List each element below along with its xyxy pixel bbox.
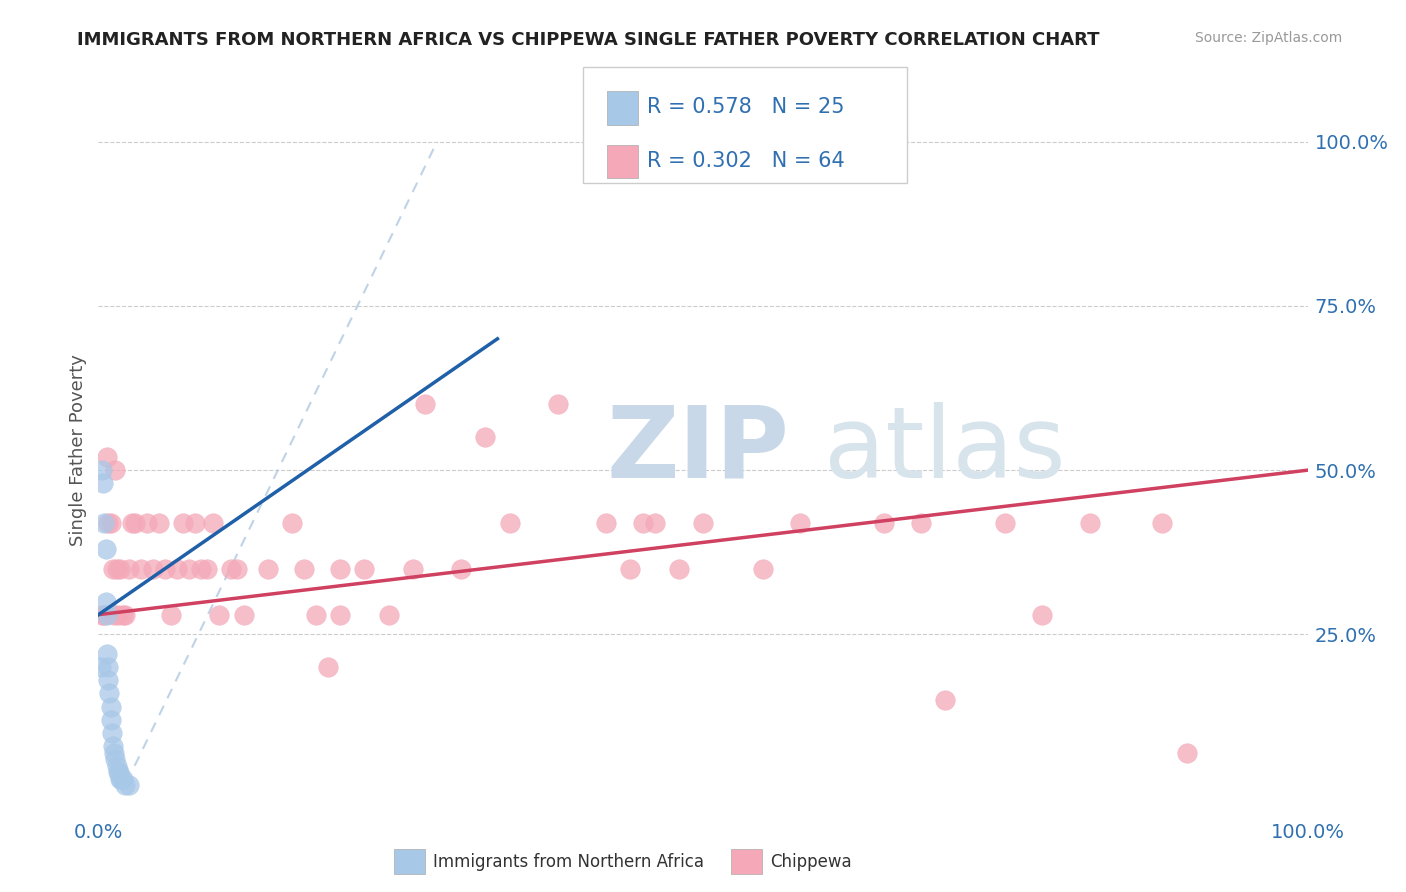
Point [108, 772, 131, 786]
Point [195, 562, 218, 576]
Point [179, 562, 201, 576]
Point [97, 673, 120, 688]
Point [96, 450, 118, 464]
Point [1078, 516, 1101, 530]
Point [107, 607, 129, 622]
Point [111, 607, 134, 622]
Point [595, 516, 617, 530]
Point [232, 607, 254, 622]
Point [91, 607, 114, 622]
Point [172, 516, 194, 530]
Point [1152, 516, 1174, 530]
Point [292, 562, 315, 576]
Point [135, 516, 157, 530]
Point [190, 562, 212, 576]
Point [111, 772, 134, 786]
Point [873, 516, 896, 530]
Point [108, 562, 131, 576]
Point [148, 516, 170, 530]
Point [96, 607, 118, 622]
Point [124, 516, 146, 530]
Point [1031, 607, 1053, 622]
Point [202, 516, 225, 530]
Point [100, 726, 122, 740]
Point [91, 463, 114, 477]
Point [474, 430, 496, 444]
Point [97, 660, 120, 674]
Point [208, 607, 231, 622]
Point [752, 562, 775, 576]
Text: Source: ZipAtlas.com: Source: ZipAtlas.com [1195, 31, 1343, 45]
Point [118, 562, 141, 576]
Point [105, 562, 128, 576]
Text: R = 0.578   N = 25: R = 0.578 N = 25 [647, 97, 844, 117]
Point [668, 562, 690, 576]
Point [107, 765, 129, 780]
Text: atlas: atlas [824, 402, 1066, 499]
Point [644, 516, 666, 530]
Point [97, 516, 120, 530]
Point [910, 516, 932, 530]
Point [91, 476, 114, 491]
Point [103, 746, 125, 760]
Point [121, 516, 143, 530]
Point [114, 779, 136, 793]
Point [619, 562, 641, 576]
Point [221, 562, 243, 576]
Point [94, 541, 117, 556]
Point [103, 607, 125, 622]
Point [547, 397, 569, 411]
Text: R = 0.302   N = 64: R = 0.302 N = 64 [647, 151, 845, 170]
Point [104, 463, 127, 477]
Point [104, 752, 127, 766]
Point [100, 699, 122, 714]
Point [329, 562, 352, 576]
Point [93, 607, 115, 622]
Point [96, 647, 118, 661]
Point [101, 562, 124, 576]
Y-axis label: Single Father Poverty: Single Father Poverty [69, 354, 87, 547]
Point [256, 562, 278, 576]
Point [108, 765, 131, 780]
Point [994, 516, 1017, 530]
Point [789, 516, 811, 530]
Point [90, 660, 112, 674]
Point [166, 562, 188, 576]
Point [93, 516, 115, 530]
Point [100, 516, 122, 530]
Point [100, 713, 122, 727]
Point [153, 562, 176, 576]
Point [329, 607, 352, 622]
Point [692, 516, 714, 530]
Text: ZIP: ZIP [606, 402, 789, 499]
Point [118, 779, 141, 793]
Point [413, 397, 436, 411]
Text: Chippewa: Chippewa [770, 853, 852, 871]
Point [114, 607, 136, 622]
Point [450, 562, 472, 576]
Point [98, 686, 121, 700]
Point [129, 562, 152, 576]
Point [316, 660, 339, 674]
Point [305, 607, 328, 622]
Point [281, 516, 304, 530]
Point [142, 562, 165, 576]
Point [353, 562, 375, 576]
Point [631, 516, 654, 530]
Point [101, 739, 124, 753]
Point [105, 758, 128, 772]
Point [498, 516, 520, 530]
Point [110, 772, 132, 786]
Point [934, 693, 956, 707]
Text: Immigrants from Northern Africa: Immigrants from Northern Africa [433, 853, 704, 871]
Point [226, 562, 249, 576]
Point [160, 607, 183, 622]
Point [94, 594, 117, 608]
Text: IMMIGRANTS FROM NORTHERN AFRICA VS CHIPPEWA SINGLE FATHER POVERTY CORRELATION CH: IMMIGRANTS FROM NORTHERN AFRICA VS CHIPP… [77, 31, 1099, 49]
Point [184, 516, 207, 530]
Point [1175, 746, 1198, 760]
Point [377, 607, 399, 622]
Point [402, 562, 425, 576]
